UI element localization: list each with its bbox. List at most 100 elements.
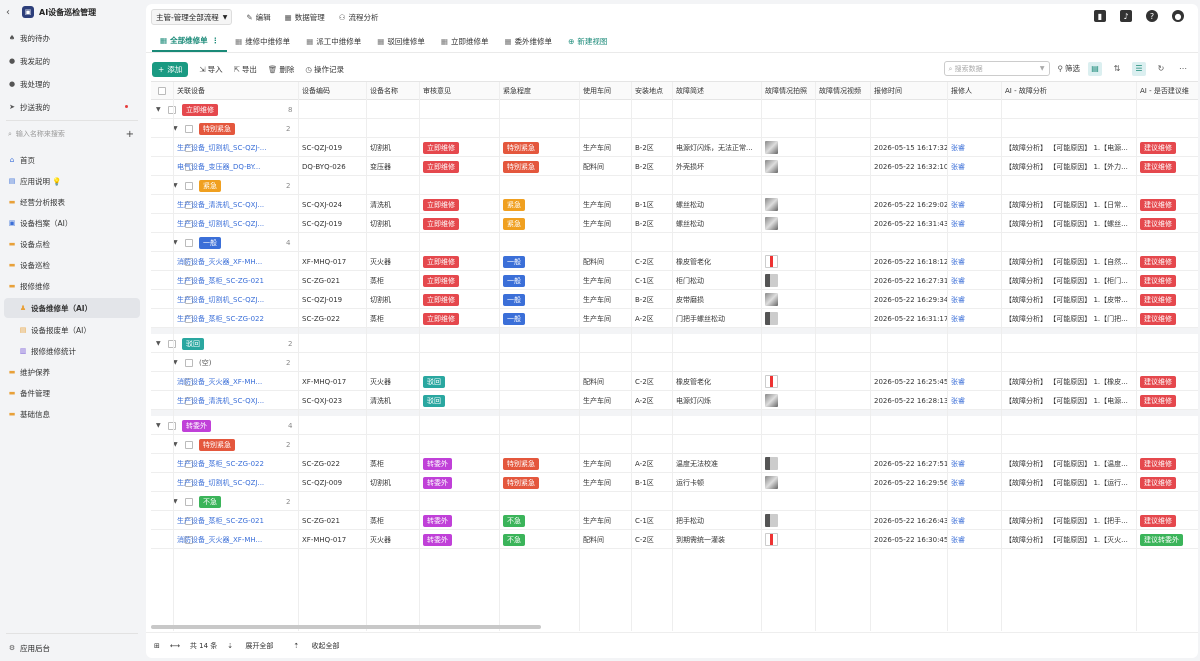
column-header[interactable]: 紧急程度 bbox=[503, 87, 531, 95]
chevron-down-icon[interactable]: ▼ bbox=[173, 125, 178, 132]
group-checkbox-cell[interactable] bbox=[185, 492, 193, 511]
sidebar-nav-item[interactable]: ▬ 报修维修 bbox=[4, 276, 140, 296]
table-row[interactable]: 消防设备_灭火器_XF-MH... XF-MHQ-017 灭火器 转委外 不急 配料间 C-… bbox=[151, 530, 1198, 549]
device-link[interactable]: 生产设备_清洗机_SC-QXJ... bbox=[177, 200, 265, 209]
row-checkbox-cell[interactable] bbox=[185, 372, 193, 391]
row-checkbox-cell[interactable] bbox=[185, 511, 193, 530]
table-row[interactable]: 生产设备_蒸柜_SC-ZG-022 SC-ZG-022 蒸柜 立即维修 一般 生产车间 A-… bbox=[151, 309, 1198, 328]
row-checkbox[interactable] bbox=[185, 143, 193, 152]
group-checkbox-cell[interactable] bbox=[168, 334, 176, 353]
group-checkbox-cell[interactable] bbox=[185, 353, 193, 372]
column-header[interactable]: 报修人 bbox=[951, 87, 972, 95]
row-checkbox[interactable] bbox=[185, 478, 193, 487]
sidebar-nav-item[interactable]: ♟ 设备维修单（AI） bbox=[4, 298, 140, 318]
chevron-down-icon[interactable]: ▼ bbox=[173, 359, 178, 366]
row-checkbox-cell[interactable] bbox=[185, 252, 193, 271]
fault-photo-thumbnail[interactable] bbox=[765, 274, 778, 287]
column-header[interactable]: AI - 故障分析 bbox=[1005, 87, 1047, 95]
select-all-checkbox[interactable] bbox=[158, 87, 166, 95]
group-checkbox[interactable] bbox=[168, 421, 176, 430]
group-checkbox-cell[interactable] bbox=[168, 416, 176, 435]
device-link[interactable]: 生产设备_切割机_SC-QZJ... bbox=[177, 478, 265, 487]
table-row[interactable]: 生产设备_切割机_SC-QZJ... SC-QZJ-009 切割机 转委外 特别紧急 生产… bbox=[151, 473, 1198, 492]
export-button[interactable]: ⇱ 导出 bbox=[234, 64, 257, 75]
row-checkbox[interactable] bbox=[185, 535, 193, 544]
sidebar-quick-item[interactable]: ♠ 我的待办 bbox=[4, 28, 140, 48]
chevron-down-icon[interactable]: ▼ bbox=[173, 239, 178, 246]
sidebar-nav-item[interactable]: ▬ 基础信息 bbox=[4, 404, 140, 424]
column-header[interactable]: 故障情况拍照 bbox=[765, 87, 807, 95]
reporter[interactable]: 张睿 bbox=[951, 396, 965, 405]
chevron-down-icon[interactable]: ▼ bbox=[173, 182, 178, 189]
add-button[interactable]: + 添加 bbox=[152, 61, 189, 77]
group-checkbox[interactable] bbox=[168, 105, 176, 114]
device-link[interactable]: 生产设备_蒸柜_SC-ZG-021 bbox=[177, 276, 264, 285]
group-checkbox-cell[interactable] bbox=[185, 176, 193, 195]
reporter[interactable]: 张睿 bbox=[951, 459, 965, 468]
device-link[interactable]: 生产设备_蒸柜_SC-ZG-022 bbox=[177, 314, 264, 323]
data-manage-button[interactable]: ▦ 数据管理 bbox=[285, 12, 325, 23]
reporter[interactable]: 张睿 bbox=[951, 257, 965, 266]
fault-photo-thumbnail[interactable] bbox=[765, 394, 778, 407]
row-checkbox[interactable] bbox=[185, 516, 193, 525]
sidebar-quick-item[interactable]: ● 我发起的 bbox=[4, 51, 140, 71]
sidebar-nav-item[interactable]: ▬ 设备巡检 bbox=[4, 255, 140, 275]
fault-photo-thumbnail[interactable] bbox=[765, 198, 778, 211]
back-icon[interactable]: ‹ bbox=[6, 6, 10, 18]
device-link[interactable]: 消防设备_灭火器_XF-MH... bbox=[177, 535, 263, 544]
row-checkbox-cell[interactable] bbox=[185, 473, 193, 492]
sidebar-nav-item[interactable]: ▬ 设备点检 bbox=[4, 234, 140, 254]
group-checkbox[interactable] bbox=[185, 440, 193, 449]
reporter[interactable]: 张睿 bbox=[951, 143, 965, 152]
device-link[interactable]: 消防设备_灭火器_XF-MH... bbox=[177, 377, 263, 386]
reporter[interactable]: 张睿 bbox=[951, 535, 965, 544]
table-row[interactable]: 生产设备_蒸柜_SC-ZG-022 SC-ZG-022 蒸柜 转委外 特别紧急 生产车间 A… bbox=[151, 454, 1198, 473]
add-icon[interactable]: + bbox=[125, 128, 134, 140]
sidebar-nav-item[interactable]: ▬ 备件管理 bbox=[4, 383, 140, 403]
filter-button[interactable]: ⚲ 筛选 bbox=[1058, 63, 1081, 74]
group-checkbox[interactable] bbox=[185, 358, 193, 367]
refresh-icon[interactable]: ↻ bbox=[1157, 64, 1165, 73]
reporter[interactable]: 张睿 bbox=[951, 200, 965, 209]
sidebar-nav-item[interactable]: ▬ 维护保养 bbox=[4, 362, 140, 382]
fault-photo-thumbnail[interactable] bbox=[765, 293, 778, 306]
sidebar-quick-item[interactable]: ● 我处理的 bbox=[4, 74, 140, 94]
fault-photo-thumbnail[interactable] bbox=[765, 514, 778, 527]
import-button[interactable]: ⇲ 导入 bbox=[199, 64, 222, 75]
sidebar-nav-item[interactable]: ▤ 应用说明 💡 bbox=[4, 171, 140, 191]
reporter[interactable]: 张睿 bbox=[951, 516, 965, 525]
fault-photo-thumbnail[interactable] bbox=[765, 255, 778, 268]
reporter[interactable]: 张睿 bbox=[951, 478, 965, 487]
search-input[interactable]: ⌕ 搜索数据 ▼ bbox=[943, 61, 1050, 76]
chevron-down-icon[interactable]: ▼ bbox=[156, 106, 161, 113]
table-row[interactable]: 生产设备_切割机_SC-QZJ... SC-QZJ-019 切割机 立即维修 紧急 生产车… bbox=[151, 214, 1198, 233]
row-checkbox-cell[interactable] bbox=[185, 214, 193, 233]
group-checkbox[interactable] bbox=[185, 497, 193, 506]
column-header[interactable]: 使用车间 bbox=[583, 87, 611, 95]
device-link[interactable]: 生产设备_切割机_SC-QZJ... bbox=[177, 219, 265, 228]
row-height-icon[interactable]: ☰ bbox=[1132, 61, 1146, 76]
help-icon[interactable]: ? bbox=[1146, 10, 1158, 22]
user-icon[interactable]: ● bbox=[1172, 10, 1184, 22]
table-row[interactable]: 生产设备_蒸柜_SC-ZG-021 SC-ZG-021 蒸柜 转委外 不急 生产车间 C-1… bbox=[151, 511, 1198, 530]
expand-all-button[interactable]: ⇣ 展开全部 bbox=[227, 641, 283, 651]
sidebar-nav-item[interactable]: ▥ 报修维修统计 bbox=[4, 341, 140, 361]
view-tab[interactable]: ▦ 立即维修单 bbox=[433, 30, 497, 52]
more-icon[interactable]: ⋯ bbox=[1179, 64, 1187, 73]
group-checkbox-cell[interactable] bbox=[168, 100, 176, 119]
fault-photo-thumbnail[interactable] bbox=[765, 533, 778, 546]
row-checkbox-cell[interactable] bbox=[185, 309, 193, 328]
row-checkbox[interactable] bbox=[185, 200, 193, 209]
group-checkbox[interactable] bbox=[185, 124, 193, 133]
group-checkbox[interactable] bbox=[185, 238, 193, 247]
row-checkbox-cell[interactable] bbox=[185, 138, 193, 157]
sidebar-nav-item[interactable]: ⌂ 首页 bbox=[4, 150, 140, 170]
fault-photo-thumbnail[interactable] bbox=[765, 375, 778, 388]
row-checkbox[interactable] bbox=[185, 459, 193, 468]
device-link[interactable]: 消防设备_灭火器_XF-MH... bbox=[177, 257, 263, 266]
column-header[interactable]: 故障简述 bbox=[676, 87, 704, 95]
table-row[interactable]: 生产设备_蒸柜_SC-ZG-021 SC-ZG-021 蒸柜 立即维修 一般 生产车间 C-… bbox=[151, 271, 1198, 290]
row-checkbox[interactable] bbox=[185, 219, 193, 228]
sidebar-nav-item[interactable]: ▤ 设备报废单（AI） bbox=[4, 320, 140, 340]
chevron-down-icon[interactable]: ▼ bbox=[156, 422, 161, 429]
